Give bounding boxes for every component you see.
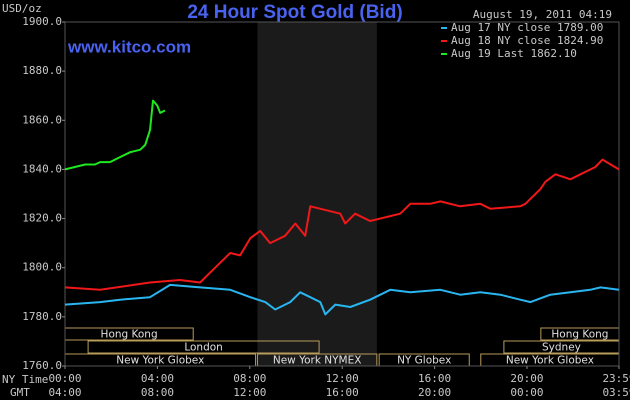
session-label: Hong Kong (551, 329, 608, 341)
series-line (64, 99, 166, 171)
source: www.kitco.com (67, 37, 191, 56)
session-label: NY Globex (397, 355, 451, 367)
x-tick-label: 23:59 (602, 372, 630, 385)
session-label: New York Globex (116, 355, 204, 367)
session-label: New York Globex (506, 355, 594, 367)
shaded-region (257, 22, 377, 366)
x-tick-label: 04:00 (141, 372, 174, 385)
session-box (87, 340, 320, 354)
session-label: Hong Kong (101, 329, 158, 341)
x-tick-label: 16:00 (418, 372, 451, 385)
session-label: New York NYMEX (273, 355, 362, 367)
y-tick-label: 1820.0 (22, 212, 62, 225)
legend-label: Aug 17 NY close 1789.00 (451, 21, 603, 34)
x2-tick-label: 08:00 (141, 386, 174, 399)
y-tick-label: 1860.0 (22, 113, 62, 126)
x2-tick-label: 03:59 (602, 386, 630, 399)
y-tick-label: 1840.0 (22, 162, 62, 175)
session-label: Sydney (542, 342, 581, 354)
x-axis-label: NY Time (2, 373, 48, 386)
x2-tick-label: 04:00 (48, 386, 81, 399)
x2-tick-label: 16:00 (326, 386, 359, 399)
x-tick-label: 08:00 (233, 372, 266, 385)
x2-tick-label: 12:00 (233, 386, 266, 399)
x-tick-label: 12:00 (326, 372, 359, 385)
session-label: London (184, 342, 223, 354)
series-line (64, 283, 620, 316)
y-tick-label: 1760.0 (22, 359, 62, 372)
series-line (64, 158, 620, 291)
y-tick-label: 1800.0 (22, 261, 62, 274)
y-axis-label: USD/oz (2, 2, 42, 15)
legend-label: Aug 18 NY close 1824.90 (451, 34, 603, 47)
y-tick-label: 1780.0 (22, 310, 62, 323)
x-tick-label: 20:00 (510, 372, 543, 385)
legend-label: Aug 19 Last 1862.10 (451, 47, 577, 60)
y-tick-label: 1900.0 (22, 15, 62, 28)
chart-title: 24 Hour Spot Gold (Bid) (187, 2, 402, 23)
chart-date: August 19, 2011 04:19 (473, 8, 612, 21)
y-tick-label: 1880.0 (22, 64, 62, 77)
x2-tick-label: 00:00 (510, 386, 543, 399)
x2-tick-label: 20:00 (418, 386, 451, 399)
x-tick-label: 00:00 (48, 372, 81, 385)
x2-axis-label: GMT (10, 386, 30, 399)
